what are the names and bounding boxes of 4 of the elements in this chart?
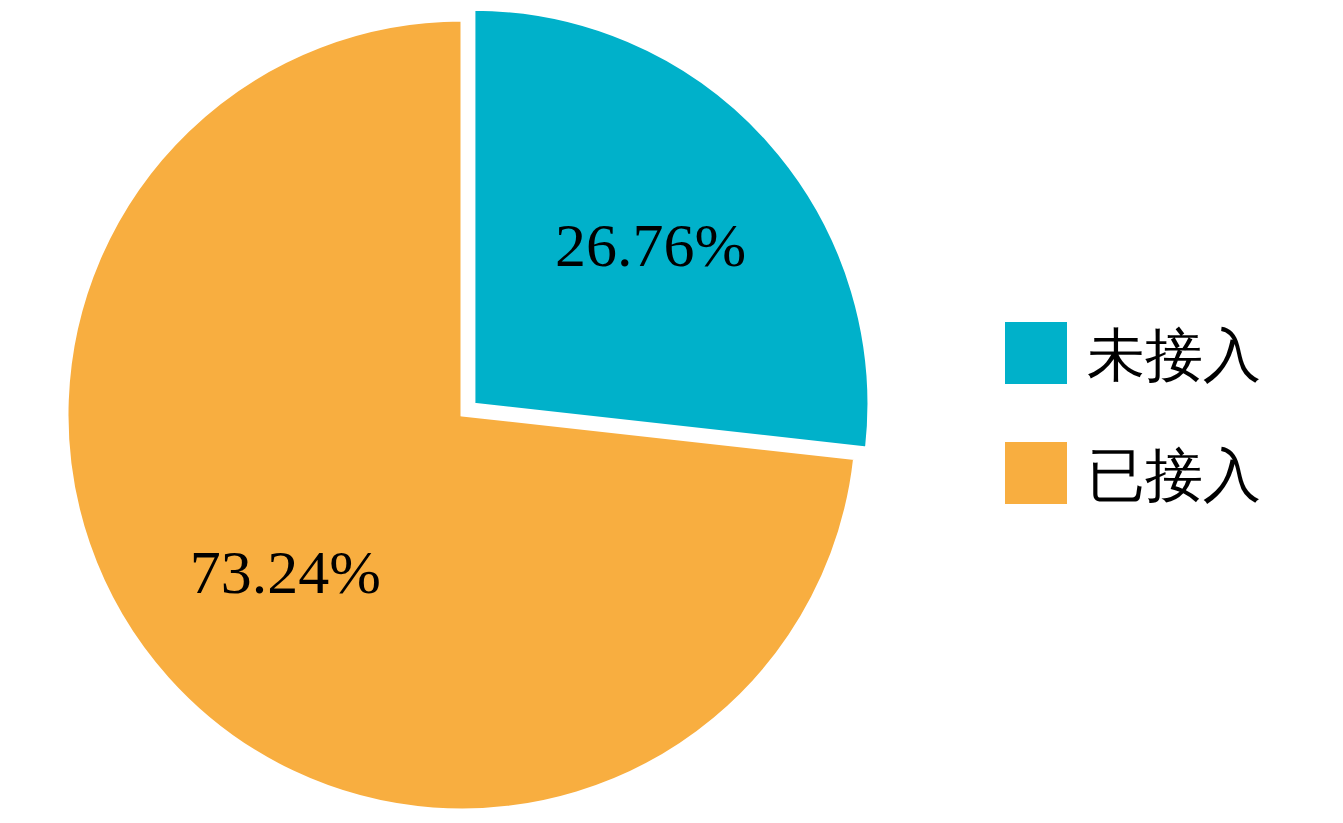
legend-label: 已接入 xyxy=(1087,441,1261,509)
data-label: 73.24% xyxy=(189,538,381,607)
legend-label: 未接入 xyxy=(1087,321,1261,389)
data-label: 26.76% xyxy=(554,211,747,280)
